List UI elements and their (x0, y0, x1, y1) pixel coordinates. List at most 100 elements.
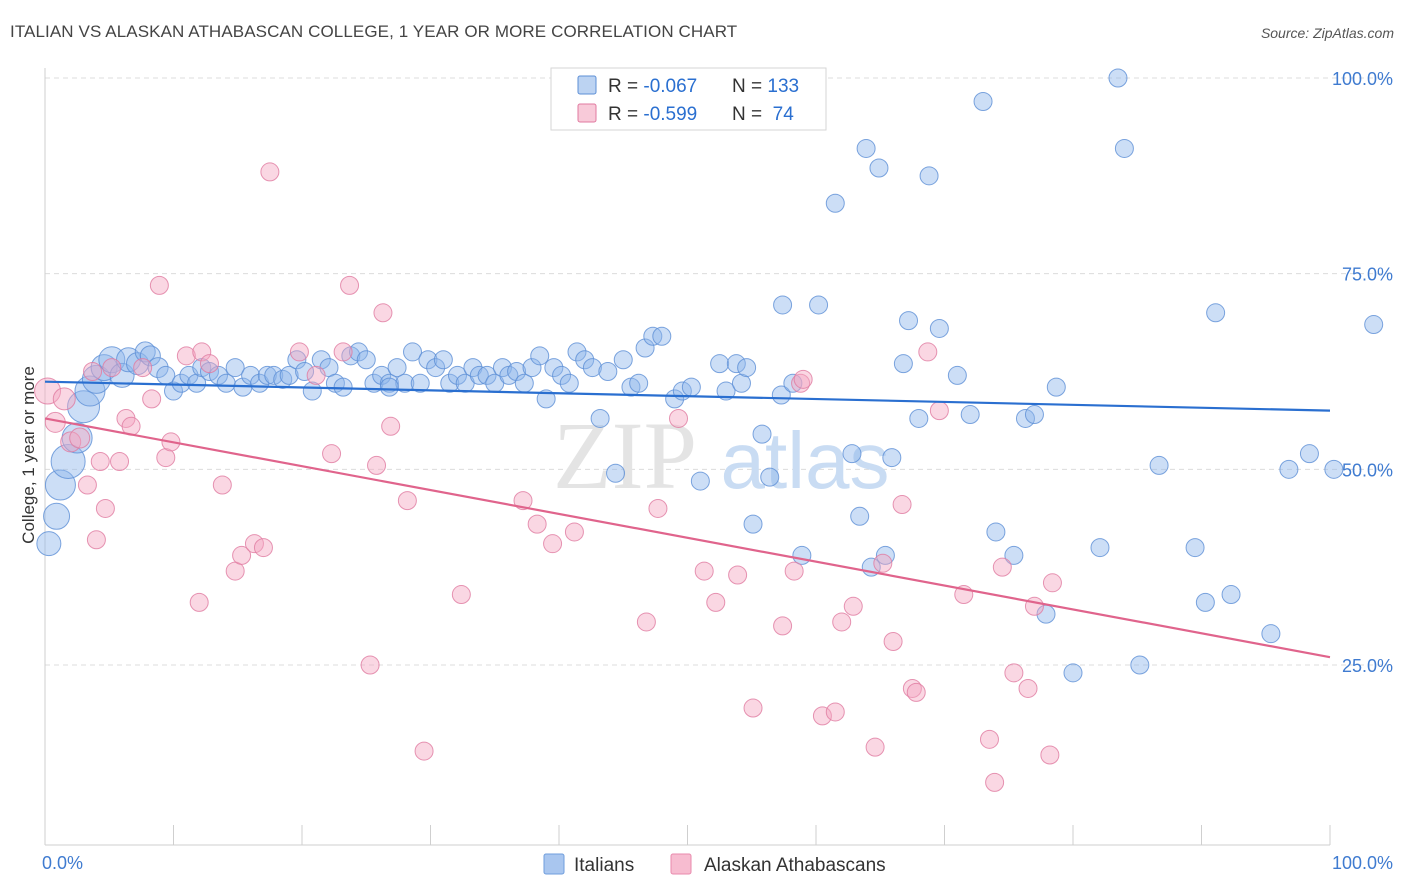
italians-point (681, 377, 701, 397)
athabascan-point (373, 303, 393, 323)
italians-point (349, 342, 369, 362)
athabascan-point (892, 495, 912, 515)
italians-point (257, 365, 277, 385)
italians-point (909, 408, 929, 428)
italians-point (1063, 663, 1083, 683)
italians-point (477, 365, 497, 385)
italians-point (606, 463, 626, 483)
athabascan-point (979, 729, 999, 749)
italians-point (598, 361, 618, 381)
legend-label-athabascans: Alaskan Athabascans (704, 855, 886, 876)
svg-text:R = -0.599: R = -0.599 (608, 104, 697, 125)
italians-point (731, 373, 751, 393)
italians-point (469, 365, 489, 385)
correlation-legend: R = -0.067 N = 133 R = -0.599 N = 74 (550, 67, 827, 131)
athabascan-point (513, 491, 533, 511)
italians-point (311, 350, 331, 370)
italians-point (582, 358, 602, 378)
italians-point (522, 358, 542, 378)
italians-point (1046, 377, 1066, 397)
italians-point (164, 381, 183, 401)
athabascan-point (367, 455, 387, 475)
italians-point (690, 471, 710, 491)
italians-point (710, 354, 730, 374)
legend-r-value: -0.599 (643, 104, 697, 125)
italians-point (61, 422, 93, 454)
italians-point (1206, 303, 1226, 323)
italians-point (43, 502, 71, 530)
legend-n-value: 133 (767, 76, 799, 97)
athabascan-point (381, 416, 401, 436)
athabascan-point (69, 427, 91, 449)
italians-trend-line (44, 380, 1331, 412)
italians-point (716, 381, 736, 401)
athabascan-point (306, 365, 326, 385)
italians-point (1090, 538, 1110, 558)
athabascan-point (636, 612, 656, 632)
athabascan-point (1042, 573, 1062, 593)
svg-text:R = -0.067: R = -0.067 (608, 76, 697, 97)
italians-point (893, 354, 913, 374)
legend-r-value: -0.067 (643, 76, 697, 97)
italians-point (629, 373, 649, 393)
legend-swatch-italians-bottom (543, 853, 565, 875)
legend-n-label: N = (732, 104, 767, 125)
athabascan-point (832, 612, 852, 632)
y-tick-label: 25.0% (1342, 656, 1393, 676)
italians-point (665, 389, 685, 409)
italians-point (426, 358, 446, 378)
athabascan-point (244, 534, 264, 554)
italians-point (947, 365, 967, 385)
italians-point (507, 361, 527, 381)
italians-point (850, 506, 870, 526)
athabascan-point (212, 475, 232, 495)
athabascan-point (694, 561, 714, 581)
series-athabascan-points (34, 162, 1062, 792)
italians-point (760, 467, 780, 487)
athabascan-point (52, 387, 76, 411)
italians-point (590, 408, 610, 428)
athabascan-point (825, 702, 845, 722)
italians-point (869, 158, 889, 178)
chart-title: ITALIAN VS ALASKAN ATHABASCAN COLLEGE, 1… (10, 22, 738, 41)
axes (44, 68, 1331, 846)
athabascan-point (192, 342, 212, 362)
italians-point (1185, 538, 1205, 558)
legend-swatch-athabascans-bottom (670, 853, 692, 875)
athabascan-point (156, 448, 176, 468)
athabascan-point (360, 655, 380, 675)
series-legend: Italians Alaskan Athabascans (543, 853, 886, 876)
italians-point (147, 357, 169, 379)
grid-lines (45, 77, 1390, 666)
italians-point (783, 373, 803, 393)
athabascan-point (253, 538, 273, 558)
italians-point (216, 373, 236, 393)
athabascan-point (706, 592, 726, 612)
svg-text:N = 133: N = 133 (732, 76, 799, 97)
athabascan-point (83, 361, 103, 381)
italians-point (552, 365, 572, 385)
athabascan-point (918, 342, 938, 362)
athabascan-point (260, 162, 280, 182)
italians-point (264, 365, 284, 385)
italians-point (372, 365, 392, 385)
athabascan-point (414, 741, 434, 761)
italians-point (279, 365, 299, 385)
athabascan-point (865, 737, 885, 757)
italians-point (1024, 405, 1044, 425)
italians-point (773, 295, 793, 315)
athabascan-point (1004, 663, 1024, 683)
athabascan-point (102, 358, 122, 378)
italians-point (1279, 459, 1299, 479)
athabascan-point (232, 545, 252, 565)
athabascan-point (812, 706, 832, 726)
source-label: Source: ZipAtlas.com (1260, 25, 1394, 41)
legend-r-label: R = (608, 104, 643, 125)
athabascan-point (906, 682, 926, 702)
italians-point (929, 318, 949, 338)
italians-point (1364, 315, 1384, 335)
athabascan-point (873, 553, 893, 573)
athabascan-point (110, 452, 130, 471)
italians-point (1130, 655, 1150, 675)
athabascan-point (784, 561, 804, 581)
